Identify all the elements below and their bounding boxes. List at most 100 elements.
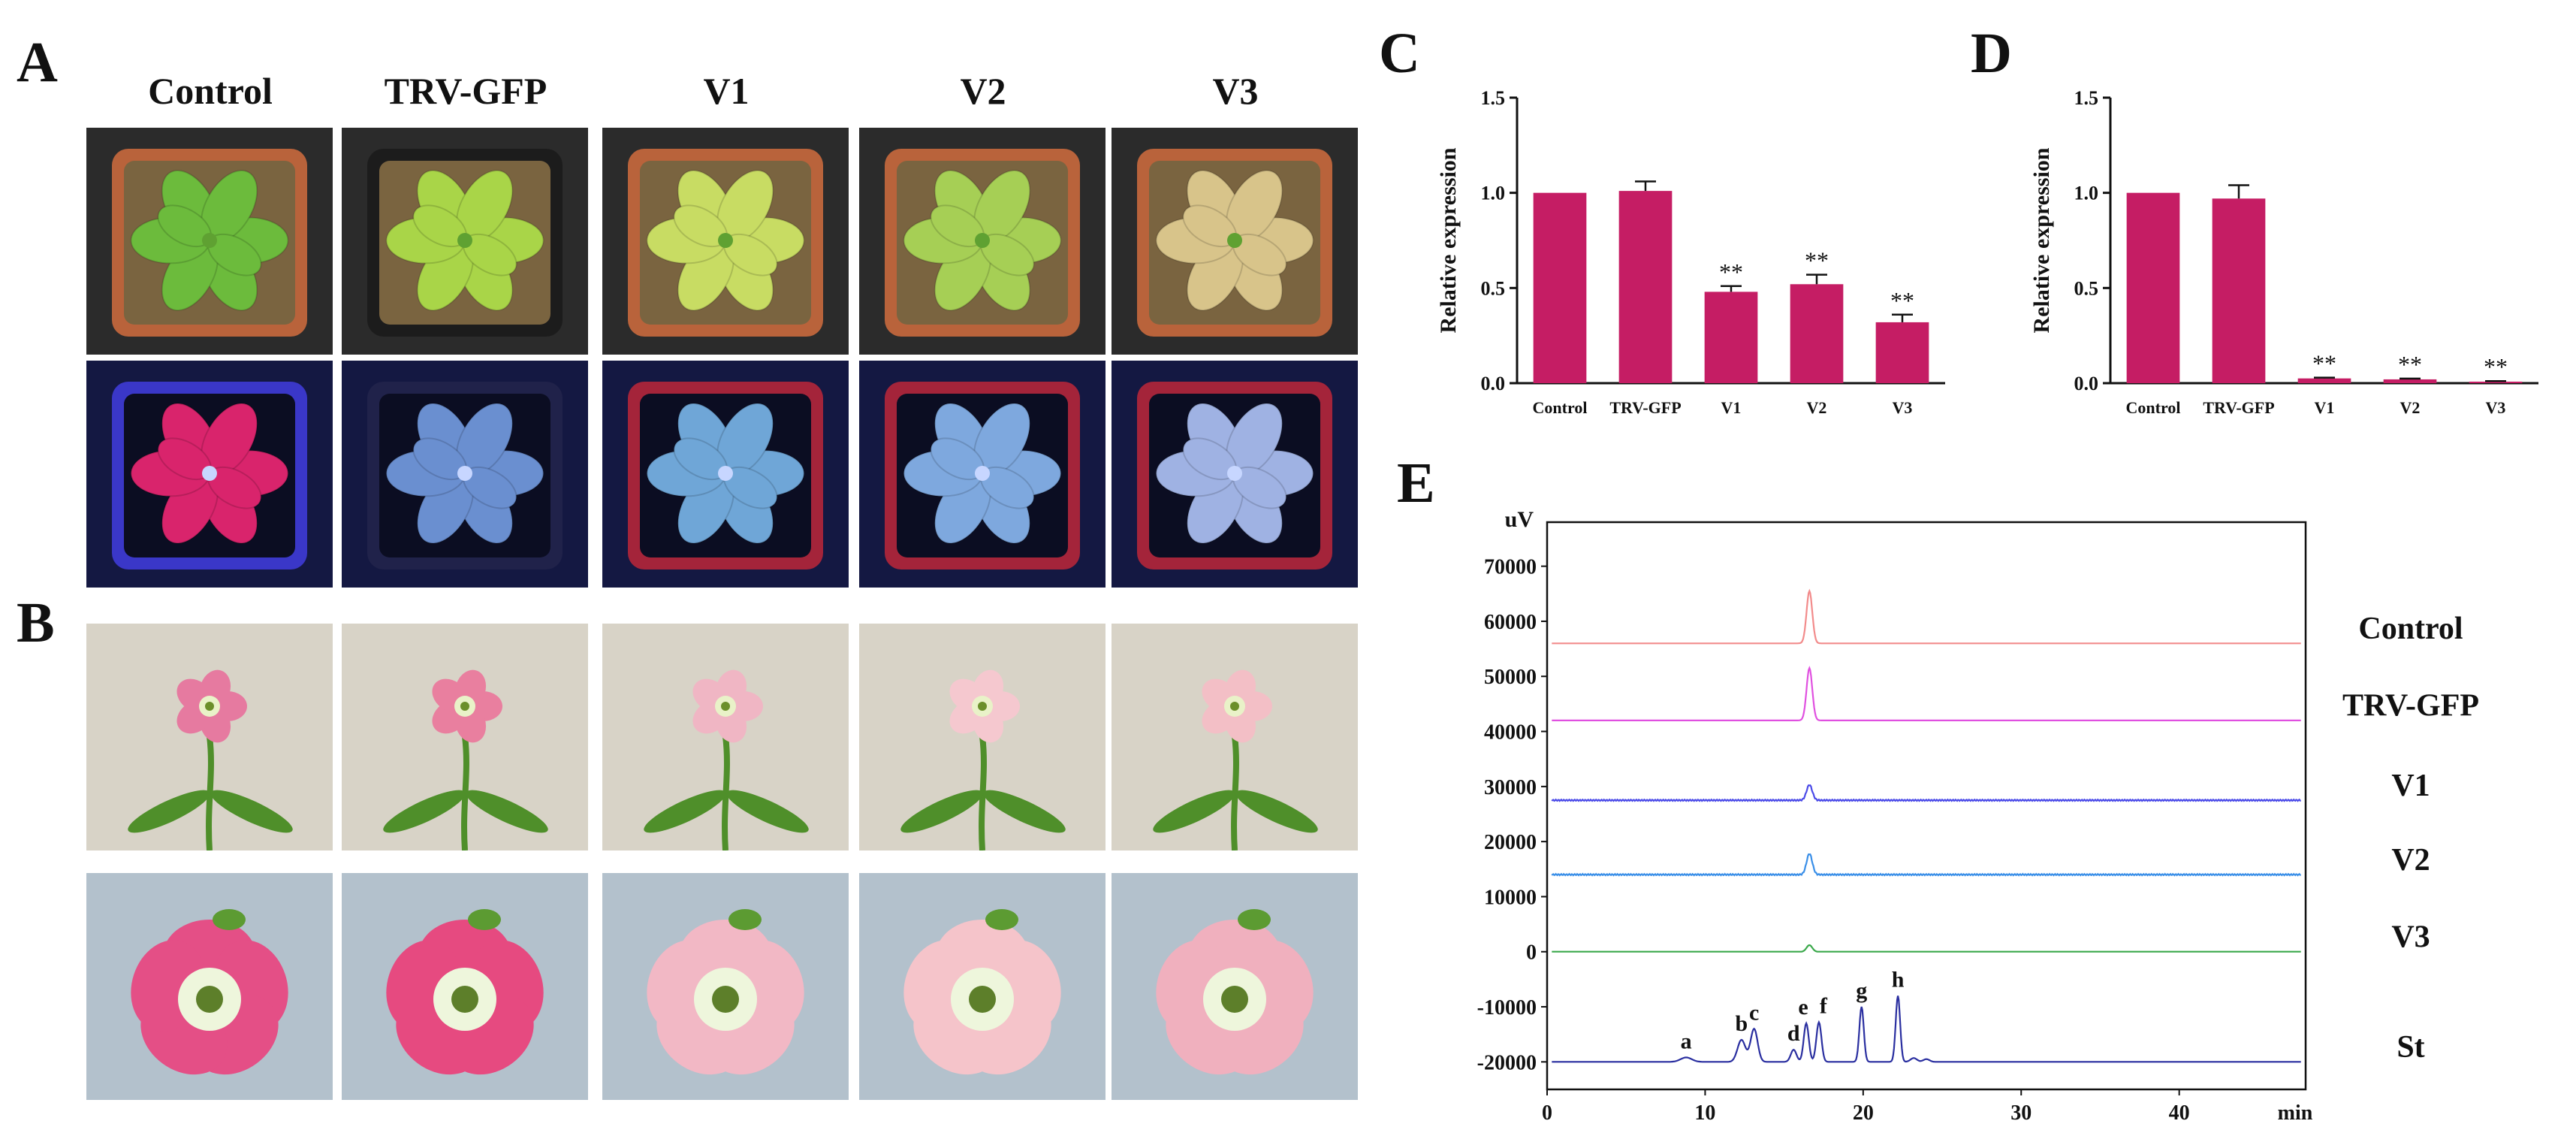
trace-v1 (1551, 784, 2301, 802)
photo-a-bottom-control (86, 361, 333, 588)
series-label-v3: V3 (2391, 920, 2430, 954)
peak-label: h (1892, 967, 1905, 992)
bar-d-v3 (2469, 381, 2523, 383)
column-label-v3: V3 (1212, 70, 1259, 112)
bar-chart-c: Relative expression 0.0 0.5 1.0 1.5 Control TR… (1436, 87, 1945, 417)
x-tick-label-e: 40 (2169, 1101, 2190, 1125)
bar-c-trv-gfp (1618, 191, 1673, 383)
photo-b-bottom-v3 (1112, 873, 1358, 1100)
peak-label: b (1735, 1011, 1748, 1036)
photo-a-bottom-v1 (602, 361, 849, 588)
photo-b-bottom-v2 (859, 873, 1106, 1100)
panel-label-b: B (17, 591, 55, 654)
y-tick-label-e: 50000 (1484, 666, 1537, 689)
photo-a-top-v2 (859, 128, 1106, 355)
photo-b-top-v2 (859, 624, 1106, 850)
y-tick-label-d: 1.5 (2074, 87, 2099, 109)
peak-label: a (1681, 1029, 1692, 1053)
y-tick-label-e: 0 (1526, 941, 1537, 965)
photo-a-top-trv-gfp (342, 128, 588, 355)
photo-a-top-control (86, 128, 333, 355)
photo-a-bottom-v2 (859, 361, 1106, 588)
photo-b-top-v1 (602, 624, 849, 850)
x-tick-label-d: V2 (2400, 398, 2421, 417)
x-tick-label-c: V3 (1893, 398, 1913, 417)
peak-label: g (1856, 978, 1867, 1003)
photo-a-bottom-trv-gfp (342, 361, 588, 588)
x-tick-label-e: 30 (2010, 1101, 2032, 1125)
series-label-st: St (2397, 1030, 2424, 1065)
trace-trv-gfp (1552, 666, 2301, 721)
x-tick-label-d: V1 (2315, 398, 2335, 417)
y-axis-label-c: Relative expression (1436, 147, 1461, 333)
y-tick-label-c: 0.0 (1481, 373, 1506, 394)
photo-b-top-trv-gfp (342, 624, 588, 850)
y-tick-label-d: 1.0 (2074, 183, 2099, 204)
bar-c-v3 (1875, 322, 1929, 383)
column-label-trv-gfp: TRV-GFP (384, 70, 547, 112)
photo-b-bottom-trv-gfp (342, 873, 588, 1100)
significance-mark-c: ** (1805, 247, 1829, 274)
bar-d-v1 (2297, 378, 2351, 383)
series-label-trv-gfp: TRV-GFP (2342, 689, 2479, 724)
panel-label-c: C (1379, 22, 1420, 85)
y-tick-label-c: 1.0 (1481, 183, 1506, 204)
x-tick-label-e: 0 (1542, 1101, 1552, 1125)
y-tick-label-e: 10000 (1484, 886, 1537, 909)
significance-mark-d: ** (2484, 353, 2508, 380)
panel-label-d: D (1971, 22, 2012, 85)
x-tick-label-d: TRV-GFP (2203, 398, 2274, 417)
y-tick-label-e: 40000 (1484, 721, 1537, 745)
y-tick-label-d: 0.0 (2074, 373, 2099, 394)
column-label-control: Control (148, 70, 273, 112)
chromatogram-e: uV 70000 60000 50000 40000 30000 20000 10000 0 -1… (1477, 507, 2479, 1125)
y-tick-label-e: -10000 (1477, 996, 1537, 1020)
plot-frame-e (1546, 521, 2307, 1091)
y-tick-label-e: 60000 (1484, 611, 1537, 634)
peak-label: f (1820, 994, 1828, 1019)
photo-a-top-v3 (1112, 128, 1358, 355)
x-tick-label-c: TRV-GFP (1609, 398, 1681, 417)
series-label-control: Control (2358, 612, 2463, 646)
x-tick-label-e: 10 (1694, 1101, 1715, 1125)
y-unit-label: uV (1505, 507, 1534, 532)
x-tick-label-e: 20 (1853, 1101, 1874, 1125)
significance-mark-d: ** (2312, 350, 2336, 377)
x-tick-label-d: V3 (2486, 398, 2506, 417)
series-label-v1: V1 (2391, 769, 2430, 803)
significance-mark-d: ** (2398, 351, 2422, 378)
trace-st (1552, 995, 2301, 1063)
bar-chart-d: Relative expression 0.0 0.5 1.0 1.5 Control TR… (2029, 87, 2538, 417)
photo-a-bottom-v3 (1112, 361, 1358, 588)
y-tick-label-c: 1.5 (1481, 87, 1506, 109)
bar-c-v1 (1704, 292, 1758, 383)
photo-b-top-v3 (1112, 624, 1358, 850)
y-tick-label-c: 0.5 (1481, 277, 1506, 299)
column-label-v2: V2 (960, 70, 1006, 112)
y-tick-label-d: 0.5 (2074, 277, 2099, 299)
y-tick-label-e: 70000 (1484, 556, 1537, 579)
x-tick-label-c: V1 (1721, 398, 1742, 417)
column-label-v1: V1 (703, 70, 750, 112)
y-tick-label-e: -20000 (1477, 1051, 1537, 1074)
bar-d-v2 (2383, 379, 2437, 383)
significance-mark-c: ** (1890, 287, 1914, 314)
x-unit-label: min (2278, 1101, 2313, 1125)
y-tick-label-e: 20000 (1484, 831, 1537, 854)
x-tick-label-c: V2 (1807, 398, 1827, 417)
bar-c-control (1533, 192, 1587, 383)
significance-mark-c: ** (1719, 258, 1743, 286)
peak-label: c (1749, 1000, 1759, 1025)
panel-label-a: A (17, 31, 58, 94)
photo-b-bottom-v1 (602, 873, 849, 1100)
photo-b-bottom-control (86, 873, 333, 1100)
peak-label: d (1787, 1021, 1800, 1046)
series-label-v2: V2 (2391, 843, 2430, 878)
y-axis-label-d: Relative expression (2029, 147, 2054, 333)
trace-control (1552, 588, 2301, 645)
bar-d-trv-gfp (2212, 198, 2266, 383)
bar-c-v2 (1790, 284, 1844, 383)
peak-label: e (1798, 995, 1808, 1020)
panel-label-e: E (1397, 452, 1435, 515)
bar-d-control (2126, 192, 2180, 383)
